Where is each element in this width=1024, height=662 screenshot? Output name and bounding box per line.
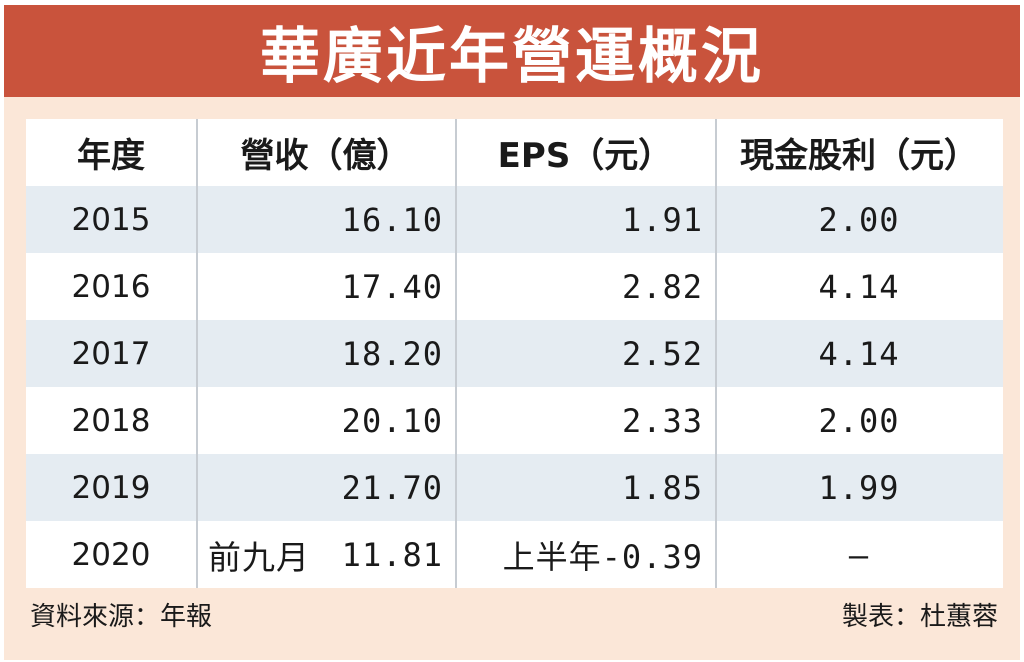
header-revenue: 營收（億） (240, 136, 411, 176)
cell-dividend: – (848, 535, 870, 574)
table-row: 2015 16.10 1.91 2.00 (26, 186, 1003, 253)
cell-revenue: 20.10 (341, 401, 443, 440)
page-title: 華廣近年營運概況 (260, 21, 764, 92)
table-row: 2019 21.70 1.85 1.99 (26, 454, 1003, 521)
cell-eps: 1.85 (621, 468, 703, 507)
cell-eps: 上半年-0.39 (502, 537, 703, 576)
cell-eps: 2.52 (621, 334, 703, 373)
cell-revenue: 21.70 (341, 468, 443, 507)
header-eps: EPS（元） (497, 136, 673, 176)
author-note: 製表：杜蕙蓉 (841, 601, 998, 632)
revenue-period-note: 前九月 (208, 537, 310, 577)
cell-eps: 2.82 (621, 267, 703, 306)
column-divider (455, 119, 457, 588)
table-row: 2020 前九月 11.81 上半年-0.39 – (26, 521, 1003, 588)
cell-dividend: 2.00 (818, 401, 900, 440)
revenue-value: 11.81 (341, 535, 443, 574)
cell-eps: 1.91 (621, 200, 703, 239)
data-table: 年度 營收（億） EPS（元） 現金股利（元） 2015 16.10 1.91 … (26, 119, 1003, 588)
cell-year: 2020 (71, 536, 151, 573)
cell-eps: 2.33 (621, 401, 703, 440)
cell-dividend: 4.14 (818, 267, 900, 306)
header-dividend: 現金股利（元） (740, 136, 978, 176)
cell-dividend: 1.99 (818, 468, 900, 507)
header-year: 年度 (77, 136, 145, 176)
cell-revenue: 18.20 (341, 334, 443, 373)
table-row: 2017 18.20 2.52 4.14 (26, 320, 1003, 387)
cell-year: 2017 (71, 335, 151, 372)
table-row: 2018 20.10 2.33 2.00 (26, 387, 1003, 454)
column-divider (196, 119, 198, 588)
table-header-row: 年度 營收（億） EPS（元） 現金股利（元） (26, 119, 1003, 186)
cell-dividend: 4.14 (818, 334, 900, 373)
cell-revenue: 17.40 (341, 267, 443, 306)
cell-year: 2015 (71, 201, 151, 238)
cell-year: 2018 (71, 402, 151, 439)
table-row: 2016 17.40 2.82 4.14 (26, 253, 1003, 320)
title-bar: 華廣近年營運概況 (4, 5, 1020, 97)
cell-dividend: 2.00 (818, 200, 900, 239)
source-note: 資料來源：年報 (30, 601, 213, 632)
cell-revenue: 前九月 11.81 (196, 521, 455, 588)
cell-year: 2016 (71, 268, 151, 305)
column-divider (715, 119, 717, 588)
cell-revenue: 16.10 (341, 200, 443, 239)
cell-year: 2019 (71, 469, 151, 506)
